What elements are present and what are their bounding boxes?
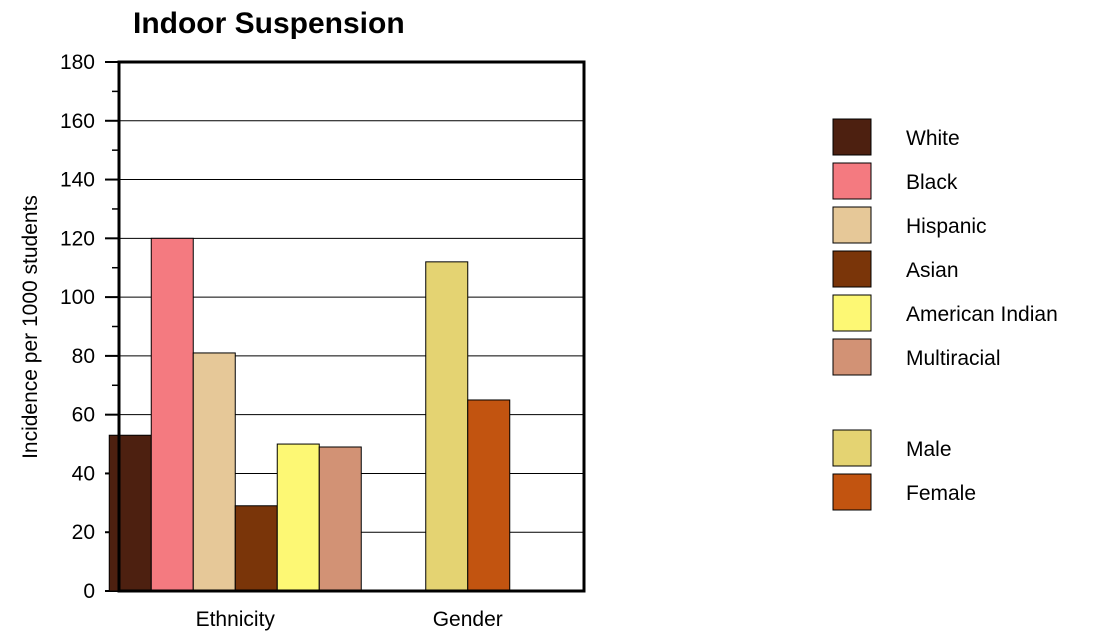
bar-white (108, 434, 152, 592)
legend-swatch (832, 250, 872, 288)
bar-male (425, 261, 469, 592)
legend-swatch (832, 338, 872, 376)
bar-asian (234, 505, 278, 592)
legend-swatch (832, 118, 872, 156)
legend-label: American Indian (906, 303, 1058, 326)
legend-swatch (832, 473, 872, 511)
plot-frame (117, 60, 586, 593)
legend-swatch (832, 162, 872, 200)
legend-label: Black (906, 171, 958, 194)
x-axis-labels: Ethnicity Gender (196, 608, 503, 631)
y-tick-label: 60 (72, 404, 95, 427)
y-tick-label: 120 (60, 227, 95, 250)
legend-swatch (832, 429, 872, 467)
y-tick-label: 180 (60, 51, 95, 74)
y-tick-label: 80 (72, 345, 95, 368)
y-tick-label: 100 (60, 286, 95, 309)
legend-label: Asian (906, 259, 959, 282)
bars (108, 237, 511, 592)
legend-label: White (906, 127, 960, 150)
x-category-label: Gender (433, 608, 503, 631)
legend-label: Male (906, 438, 952, 461)
legend-label: Multiracial (906, 347, 1001, 370)
legend-label: Hispanic (906, 215, 987, 238)
y-tick-label: 140 (60, 169, 95, 192)
legend-swatch (832, 206, 872, 244)
y-axis-label: Incidence per 1000 students (19, 195, 42, 459)
bar-black (150, 237, 194, 592)
chart-title: Indoor Suspension (133, 7, 405, 40)
bar-hispanic (192, 352, 236, 592)
legend-label: Female (906, 482, 976, 505)
y-tick-label: 160 (60, 110, 95, 133)
x-category-label: Ethnicity (196, 608, 276, 631)
bar-female (467, 399, 511, 592)
y-tick-label: 0 (83, 580, 95, 603)
bar-american-indian (276, 443, 320, 592)
legend-swatch (832, 294, 872, 332)
y-tick-label: 40 (72, 462, 95, 485)
legend: White Black Hispanic Asian American Indian Mu… (832, 118, 1058, 511)
y-tick-label: 20 (72, 521, 95, 544)
bar-multiracial (318, 446, 362, 592)
